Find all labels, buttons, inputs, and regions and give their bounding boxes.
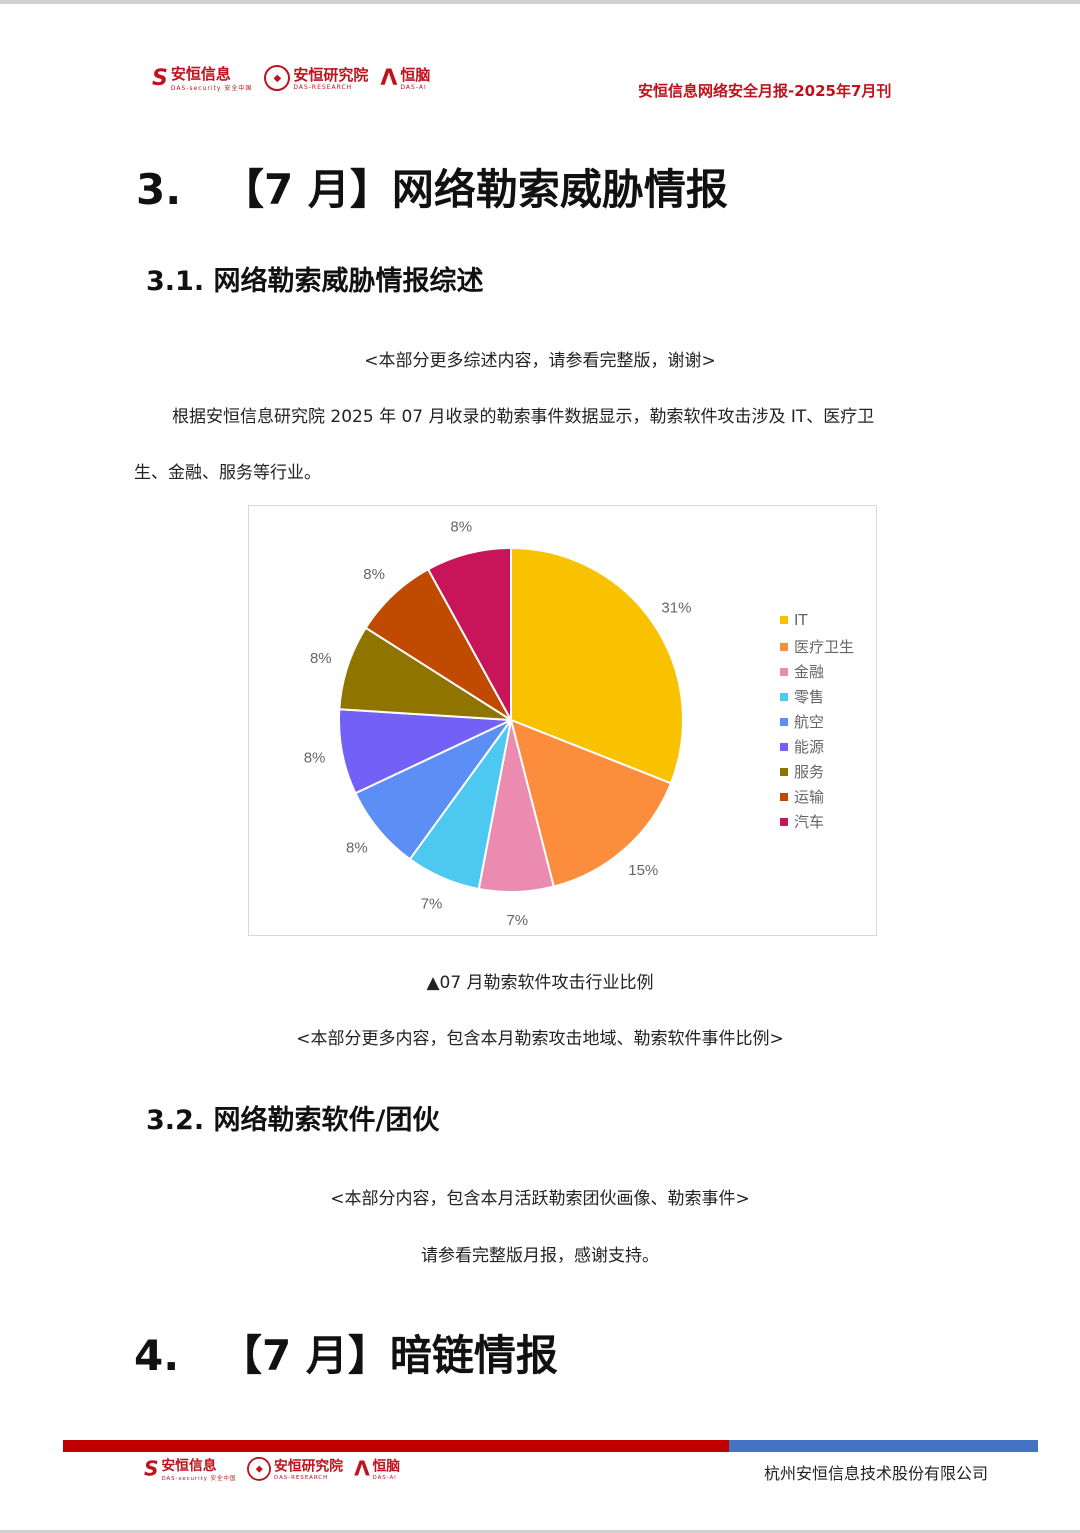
logo-sub: DAS-RESEARCH: [274, 1474, 329, 1481]
legend-label: 金融: [794, 663, 825, 681]
legend-swatch: [780, 667, 788, 676]
logo-sub: DAS-security 安全中国: [170, 85, 253, 92]
logo-text: 安恒研究院: [274, 1457, 344, 1475]
legend-label: IT: [794, 611, 808, 629]
legend-item: 零售: [780, 686, 824, 707]
logo-text: 安恒研究院: [293, 66, 369, 84]
logo-research: ◆ 安恒研究院 DAS-RESEARCH: [247, 1456, 344, 1481]
data-label: 7%: [421, 896, 443, 913]
section-4-heading: 4. 【7 月】暗链情报: [134, 1322, 558, 1383]
legend-swatch: [780, 742, 788, 751]
legend-swatch: [780, 792, 788, 801]
logo-ai: Λ 恒脑 DAS-AI: [354, 1457, 401, 1481]
paragraph-line: 生、金融、服务等行业。: [134, 463, 321, 483]
logo-dbappsecurity: S 安恒信息 DAS-security 安全中国: [152, 64, 253, 93]
pie-chart: 31% 15% 7% 7% 8% 8% 8% 8% 8%: [304, 518, 692, 929]
section-number: 4.: [134, 1331, 180, 1380]
legend-label: 汽车: [794, 813, 825, 831]
footer-company: 杭州安恒信息技术股份有限公司: [764, 1464, 989, 1483]
legend-item: 航空: [780, 711, 824, 732]
logo-text: 恒脑: [372, 1457, 401, 1475]
legend-label: 能源: [794, 738, 825, 756]
page-edge: [0, 1530, 1080, 1533]
note: <本部分内容，包含本月活跃勒索团伙画像、勒索事件>: [330, 1189, 750, 1209]
section-title: 【7 月】网络勒索威胁情报: [222, 165, 728, 214]
note: 请参看完整版月报，感谢支持。: [421, 1246, 659, 1266]
figure-caption: ▲07 月勒索软件攻击行业比例: [426, 973, 654, 993]
seal-icon: ◆: [247, 1456, 272, 1481]
footer-bar-red: [63, 1440, 729, 1452]
legend-swatch: [780, 717, 788, 726]
logo-ai: Λ 恒脑 DAS-AI: [380, 65, 431, 92]
section-title: 【7 月】暗链情报: [220, 1331, 558, 1380]
header-title: 安恒信息网络安全月报-2025年7月刊: [638, 82, 892, 100]
legend-item: 运输: [780, 786, 824, 807]
logo-mark-icon: S: [152, 65, 168, 91]
data-label: 8%: [304, 749, 326, 766]
data-label: 8%: [310, 650, 332, 667]
footer-logos: S 安恒信息 DAS-security 安全中国 ◆ 安恒研究院 DAS-RESEARC…: [144, 1456, 400, 1482]
data-label: 7%: [506, 912, 528, 929]
legend-swatch: [780, 767, 788, 776]
logo-text: 安恒信息: [161, 1456, 217, 1474]
header-logos: S 安恒信息 DAS-security 安全中国 ◆ 安恒研究院 DAS-RESEARC…: [152, 64, 430, 92]
data-label: 15%: [628, 862, 658, 879]
section-3-2-heading: 3.2. 网络勒索软件/团伙: [146, 1105, 440, 1136]
footer-bar-blue: [729, 1440, 1038, 1452]
logo-dbappsecurity: S 安恒信息 DAS-security 安全中国: [144, 1456, 237, 1482]
logo-ai-icon: Λ: [380, 65, 398, 91]
logo-text: 恒脑: [400, 66, 431, 84]
pie-slice-0: [510, 546, 684, 785]
legend-label: 服务: [794, 763, 825, 781]
legend-item: 能源: [780, 736, 824, 757]
legend-item: 汽车: [780, 811, 824, 832]
logo-research: ◆ 安恒研究院 DAS-RESEARCH: [264, 65, 368, 91]
pie-chart-frame: [248, 505, 877, 936]
logo-sub: DAS-RESEARCH: [293, 84, 353, 91]
legend-swatch: [780, 642, 788, 651]
logo-ai-icon: Λ: [354, 1457, 370, 1481]
data-label: 31%: [661, 600, 691, 617]
data-label: 8%: [363, 566, 385, 583]
logo-sub: DAS-AI: [400, 84, 427, 91]
data-label: 8%: [450, 518, 472, 535]
legend-swatch: [780, 692, 788, 701]
logo-mark-icon: S: [144, 1457, 159, 1481]
legend-item: 服务: [780, 761, 824, 782]
legend-item: 金融: [780, 661, 824, 682]
legend-label: 航空: [794, 713, 825, 731]
legend-label: 零售: [794, 688, 825, 706]
pie-slice-8: [426, 546, 512, 721]
legend-swatch: [780, 817, 788, 826]
legend-item: IT: [780, 611, 808, 629]
legend-label: 运输: [794, 788, 825, 806]
section-3-heading: 3. 【7 月】网络勒索威胁情报: [136, 156, 728, 217]
seal-icon: ◆: [264, 65, 291, 91]
logo-text: 安恒信息: [170, 65, 231, 83]
data-label: 8%: [346, 839, 368, 856]
paragraph-line: 根据安恒信息研究院 2025 年 07 月收录的勒索事件数据显示，勒索软件攻击涉…: [172, 407, 875, 427]
section-number: 3.: [136, 165, 182, 214]
note: <本部分更多内容，包含本月勒索攻击地域、勒索软件事件比例>: [296, 1029, 784, 1049]
logo-sub: DAS-security 安全中国: [161, 1475, 237, 1482]
logo-sub: DAS-AI: [372, 1474, 397, 1481]
section-3-1-heading: 3.1. 网络勒索威胁情报综述: [146, 266, 484, 297]
note: <本部分更多综述内容，请参看完整版，谢谢>: [364, 351, 716, 371]
legend-item: 医疗卫生: [780, 636, 854, 657]
legend-swatch: [780, 616, 788, 624]
legend-label: 医疗卫生: [794, 638, 855, 656]
pie-slice-1: [509, 718, 673, 888]
